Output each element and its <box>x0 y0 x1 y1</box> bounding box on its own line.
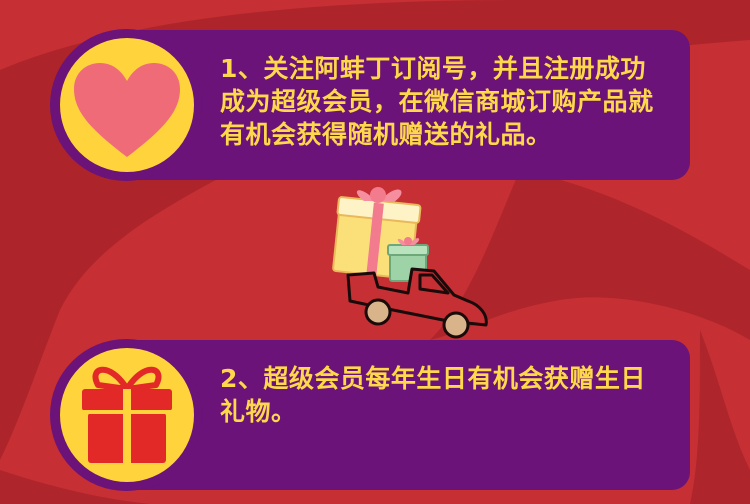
badge-1 <box>50 29 202 181</box>
benefit-card-2 <box>120 340 690 490</box>
wheel-icon <box>364 298 392 326</box>
benefit-text-2: 2、超级会员每年生日有机会获赠生日礼物。 <box>220 364 646 426</box>
gift-box-icon <box>82 366 172 463</box>
benefit-card-1 <box>120 30 690 180</box>
gift-truck-illustration <box>332 187 488 339</box>
benefit-text-1: 1、关注阿蚌丁订阅号，并且注册成功成为超级会员，在微信商城订购产品就有机会获得随… <box>220 54 654 149</box>
heart-icon <box>74 63 180 157</box>
wheel-icon <box>442 311 470 339</box>
badge-2 <box>50 339 202 491</box>
